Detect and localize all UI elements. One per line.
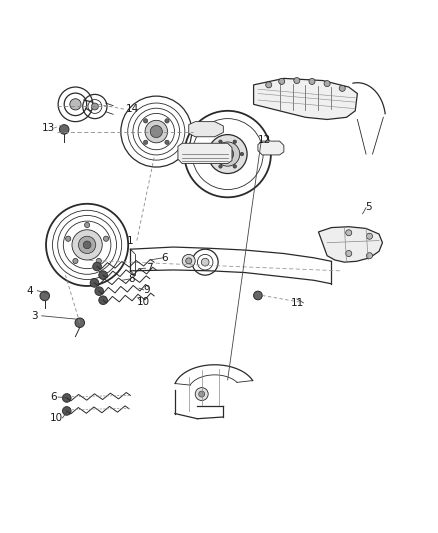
Text: 5: 5: [365, 202, 371, 212]
Circle shape: [165, 119, 169, 123]
Circle shape: [60, 125, 69, 134]
Circle shape: [367, 233, 372, 239]
Text: 7: 7: [145, 263, 152, 273]
Text: 3: 3: [31, 311, 38, 321]
Text: 13: 13: [42, 123, 55, 133]
Circle shape: [339, 85, 345, 91]
Polygon shape: [258, 141, 284, 155]
Circle shape: [233, 140, 237, 143]
Circle shape: [90, 279, 99, 287]
Circle shape: [219, 165, 222, 168]
Circle shape: [85, 222, 90, 228]
Text: 10: 10: [137, 296, 150, 306]
Circle shape: [95, 287, 103, 295]
Circle shape: [201, 259, 209, 266]
Text: 1: 1: [127, 236, 134, 246]
Circle shape: [240, 152, 244, 156]
Circle shape: [254, 291, 262, 300]
Circle shape: [63, 407, 71, 415]
Circle shape: [208, 135, 247, 174]
Circle shape: [143, 140, 148, 144]
Circle shape: [309, 78, 315, 84]
Circle shape: [346, 251, 352, 256]
Circle shape: [63, 394, 71, 402]
Circle shape: [294, 77, 300, 84]
Circle shape: [145, 120, 168, 143]
Text: 11: 11: [291, 298, 304, 308]
Circle shape: [99, 271, 107, 279]
Text: 9: 9: [143, 285, 150, 295]
Circle shape: [99, 296, 107, 304]
Text: 6: 6: [162, 253, 168, 263]
Circle shape: [75, 318, 85, 327]
Circle shape: [324, 80, 330, 86]
Circle shape: [222, 148, 234, 160]
Circle shape: [367, 253, 372, 259]
Text: 6: 6: [50, 392, 57, 402]
Circle shape: [233, 165, 237, 168]
Text: 4: 4: [26, 286, 33, 296]
Circle shape: [199, 391, 205, 397]
Circle shape: [40, 291, 49, 301]
Text: 8: 8: [128, 274, 135, 284]
Circle shape: [78, 236, 96, 254]
Circle shape: [96, 259, 101, 263]
Circle shape: [150, 126, 162, 138]
Circle shape: [346, 230, 352, 236]
Text: 14: 14: [126, 104, 139, 114]
Circle shape: [70, 99, 81, 110]
Circle shape: [182, 254, 195, 268]
Polygon shape: [178, 143, 232, 164]
Circle shape: [279, 78, 285, 84]
Circle shape: [165, 140, 169, 144]
Circle shape: [93, 262, 101, 271]
Circle shape: [66, 236, 71, 241]
Text: 12: 12: [258, 135, 271, 145]
Circle shape: [103, 236, 109, 241]
Text: 10: 10: [50, 413, 64, 423]
Circle shape: [195, 387, 208, 401]
Circle shape: [143, 119, 148, 123]
Circle shape: [219, 140, 222, 143]
Circle shape: [212, 152, 215, 156]
Circle shape: [83, 241, 91, 249]
Polygon shape: [254, 78, 357, 119]
Circle shape: [72, 230, 102, 260]
Circle shape: [266, 82, 272, 88]
Circle shape: [73, 259, 78, 263]
Polygon shape: [318, 227, 382, 262]
Circle shape: [92, 103, 99, 110]
Circle shape: [215, 142, 240, 166]
Polygon shape: [189, 122, 223, 137]
Circle shape: [186, 258, 192, 264]
